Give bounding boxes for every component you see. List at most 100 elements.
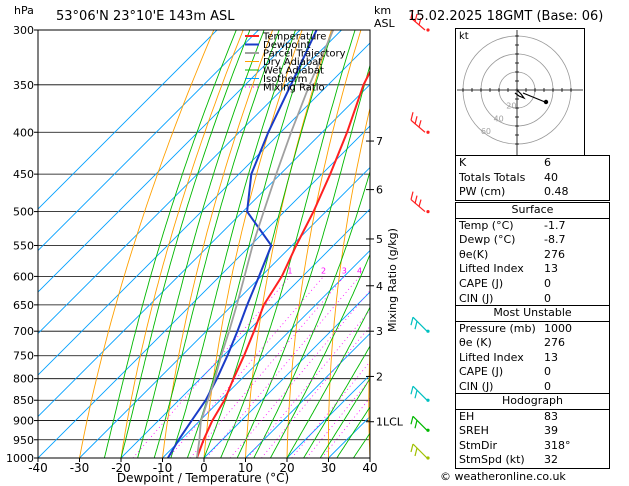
isotherm <box>286 374 370 458</box>
temperature-tick-label: 10 <box>238 461 253 475</box>
hodograph-table: Hodograph EH 83 SREH 39 StmDir 318° StmSpd … <box>455 393 610 469</box>
series-temperature <box>195 69 370 458</box>
temperature-tick-label: 0 <box>200 461 208 475</box>
mixing-ratio-label: 2 <box>321 266 326 275</box>
isotherm <box>38 30 301 293</box>
mixing-ratio-line <box>132 276 291 458</box>
surface-table: Surface Temp (°C) -1.7 Dewp (°C) -8.7 θe(K… <box>455 202 610 308</box>
temperature-tick-label: 30 <box>321 461 336 475</box>
hodo-row: StmDir 318° <box>459 438 571 452</box>
legend-label: Dewpoint <box>263 40 311 51</box>
dry-adiabat <box>162 30 274 458</box>
surface-row: CAPE (J) 0 <box>459 276 551 290</box>
chart-profiles <box>167 30 370 458</box>
wind-barb <box>410 385 430 402</box>
legend-label: Parcel Trajectory <box>263 49 346 60</box>
index-row: Totals Totals 40 <box>459 170 558 184</box>
pressure-tick-label: 300 <box>13 24 34 37</box>
isotherm <box>162 249 370 458</box>
surface-row: CIN (J) 0 <box>459 291 551 305</box>
dry-adiabat <box>245 30 332 458</box>
mu-row: CAPE (J) 0 <box>459 365 551 379</box>
hodograph-ring-label: 20 <box>506 102 516 111</box>
surface-row: Temp (°C) -1.7 <box>459 218 566 232</box>
dry-adiabat <box>286 30 362 458</box>
isotherm <box>245 332 370 458</box>
wet-adiabat <box>153 30 280 458</box>
pressure-tick-label: 800 <box>13 373 34 386</box>
mixing-ratio-labels: 1 2 3 4 <box>287 266 362 275</box>
wet-adiabat <box>120 30 251 458</box>
hodograph-unit: kt <box>459 31 469 42</box>
km-tick-label: 4 <box>376 280 383 293</box>
mixing-ratio-axis-title: Mixing Ratio (g/kg) <box>386 228 399 332</box>
hodo-row: EH 83 <box>459 409 558 423</box>
wet-adiabat <box>253 169 370 458</box>
mixing-ratio-label: 3 <box>342 266 347 275</box>
pressure-tick-label: 450 <box>13 168 34 181</box>
mu-row: Lifted Index 13 <box>459 350 558 364</box>
wet-adiabat <box>303 345 370 458</box>
surface-row: θe(K) 276 <box>459 247 565 261</box>
chart-axes: 3003504004505005506006507007508008509009… <box>6 24 404 475</box>
most-unstable-title: Most Unstable <box>456 306 609 322</box>
temperature-tick-label: -40 <box>28 461 48 475</box>
dry-adiabat <box>620 30 629 458</box>
temperature-tick-label: -20 <box>111 461 131 475</box>
isotherm <box>38 30 342 335</box>
index-row: PW (cm) 0.48 <box>459 185 569 199</box>
mixing-ratio-label: 4 <box>357 266 362 275</box>
km-tick-label: 7 <box>376 135 383 148</box>
mu-row: CIN (J) 0 <box>459 379 551 393</box>
surface-row: Dewp (°C) -8.7 <box>459 233 566 247</box>
mu-row: θe (K) 276 <box>459 336 565 350</box>
surface-row: Lifted Index 13 <box>459 262 558 276</box>
temperature-tick-label: 20 <box>279 461 294 475</box>
series-parcel-trajectory <box>196 30 335 458</box>
hodograph-trace <box>514 89 526 100</box>
dry-adiabat <box>408 30 449 458</box>
km-tick-label: 1LCL <box>376 416 404 429</box>
pressure-tick-label: 1000 <box>6 452 34 465</box>
pressure-tick-label: 950 <box>13 434 34 447</box>
wind-barb <box>410 443 430 460</box>
location-title: 53°06'N 23°10'E 143m ASL <box>56 9 235 24</box>
wind-barb <box>410 191 430 214</box>
storm-motion-vector <box>522 92 546 103</box>
wind-barb <box>410 112 430 134</box>
hpa-label: hPa <box>14 4 34 17</box>
legend-label: Dry Adiabat <box>263 57 322 68</box>
pressure-tick-label: 650 <box>13 299 34 312</box>
pressure-tick-label: 900 <box>13 415 34 428</box>
wet-adiabat <box>270 253 370 458</box>
storm-motion-point <box>543 99 549 105</box>
isotherm <box>38 125 370 458</box>
wet-adiabat <box>220 30 356 458</box>
legend-label: Isotherm <box>263 74 307 85</box>
wet-adiabat <box>137 30 265 458</box>
hodo-row: SREH 39 <box>459 424 558 438</box>
legend-label: Temperature <box>262 32 326 43</box>
hodograph-ring-label: 60 <box>481 127 491 136</box>
pressure-tick-label: 550 <box>13 239 34 252</box>
temperature-tick-label: -30 <box>70 461 90 475</box>
legend-label: Wet Adiabat <box>263 66 324 77</box>
mu-row: Pressure (mb) 1000 <box>459 321 572 335</box>
asl-label: ASL <box>374 17 396 30</box>
wet-adiabat <box>203 30 334 458</box>
valid-time: 15.02.2025 18GMT (Base: 06) <box>408 9 603 24</box>
hodograph-ring-label: 40 <box>494 114 504 123</box>
mixing-ratio-line <box>206 276 360 458</box>
mixing-ratio-line <box>190 276 345 458</box>
temperature-tick-label: 40 <box>362 461 377 475</box>
mixing-ratio-line <box>247 309 370 458</box>
pressure-tick-label: 400 <box>13 126 34 139</box>
km-label: km <box>374 4 391 17</box>
hodograph-table-title: Hodograph <box>456 394 609 410</box>
isotherm <box>38 30 218 210</box>
isotherm <box>79 166 370 458</box>
dry-adiabat <box>368 339 370 458</box>
km-tick-label: 6 <box>376 184 383 197</box>
